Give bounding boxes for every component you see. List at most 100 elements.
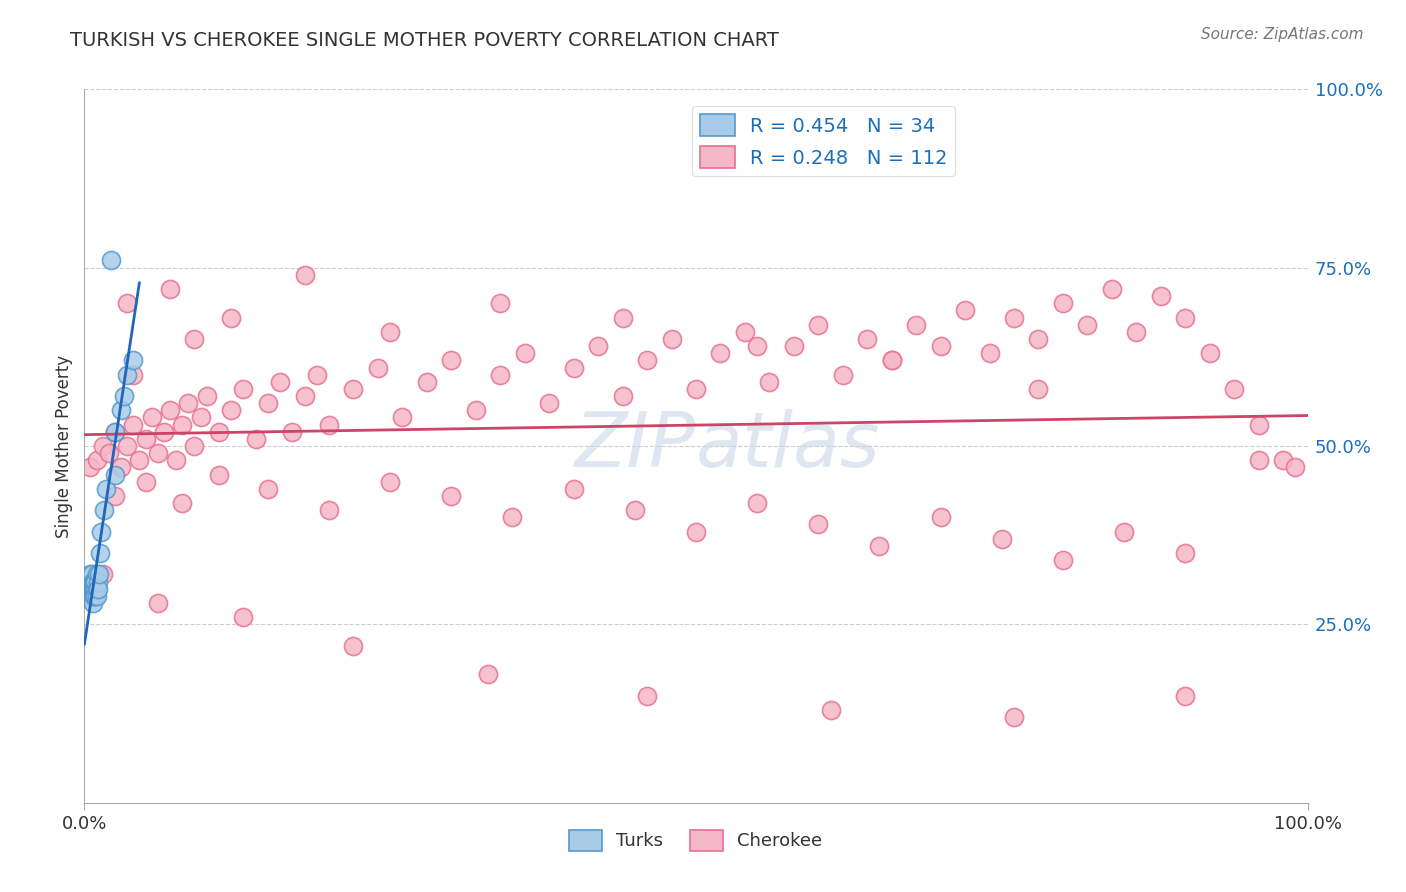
Point <box>232 382 254 396</box>
Point <box>82 589 104 603</box>
Point <box>232 610 254 624</box>
Point <box>112 389 135 403</box>
Point <box>294 389 316 403</box>
Point <box>1028 382 1050 396</box>
Point <box>880 353 903 368</box>
Point <box>87 574 110 589</box>
Point <box>758 375 780 389</box>
Point <box>783 339 806 353</box>
Point <box>1198 346 1220 360</box>
Point <box>831 368 853 382</box>
Text: ZIP: ZIP <box>575 409 696 483</box>
Point <box>586 339 609 353</box>
Point <box>82 582 104 596</box>
Point <box>159 282 181 296</box>
Point <box>257 482 280 496</box>
Point <box>141 410 163 425</box>
Point <box>685 382 707 396</box>
Point <box>90 524 112 539</box>
Text: Source: ZipAtlas.com: Source: ZipAtlas.com <box>1201 27 1364 42</box>
Point <box>624 503 647 517</box>
Point <box>1125 325 1147 339</box>
Point <box>367 360 389 375</box>
Point <box>856 332 879 346</box>
Point <box>502 510 524 524</box>
Point <box>929 339 952 353</box>
Point <box>82 596 104 610</box>
Y-axis label: Single Mother Poverty: Single Mother Poverty <box>55 354 73 538</box>
Point <box>104 467 127 482</box>
Point <box>612 310 634 325</box>
Point <box>1052 296 1074 310</box>
Point <box>709 346 731 360</box>
Point <box>208 467 231 482</box>
Point <box>820 703 842 717</box>
Point <box>93 503 115 517</box>
Point <box>122 417 145 432</box>
Point <box>1247 453 1270 467</box>
Point <box>562 360 585 375</box>
Point <box>318 417 340 432</box>
Point <box>416 375 439 389</box>
Point <box>80 582 103 596</box>
Point <box>104 425 127 439</box>
Point <box>80 567 103 582</box>
Point <box>807 318 830 332</box>
Point <box>122 353 145 368</box>
Point <box>342 639 364 653</box>
Point <box>83 582 105 596</box>
Point <box>880 353 903 368</box>
Point <box>104 425 127 439</box>
Point <box>342 382 364 396</box>
Point <box>929 510 952 524</box>
Point <box>115 368 138 382</box>
Point <box>305 368 328 382</box>
Point <box>84 582 107 596</box>
Point <box>79 582 101 596</box>
Point <box>1076 318 1098 332</box>
Point <box>1223 382 1246 396</box>
Point <box>489 296 512 310</box>
Point <box>391 410 413 425</box>
Point <box>1114 524 1136 539</box>
Point <box>86 589 108 603</box>
Point <box>79 589 101 603</box>
Point <box>953 303 976 318</box>
Point <box>1002 310 1025 325</box>
Point <box>1174 310 1197 325</box>
Point <box>104 489 127 503</box>
Point <box>208 425 231 439</box>
Point <box>219 310 242 325</box>
Point <box>79 574 101 589</box>
Point <box>380 325 402 339</box>
Point <box>734 325 756 339</box>
Point <box>89 546 111 560</box>
Point <box>100 253 122 268</box>
Point <box>87 567 110 582</box>
Point <box>380 475 402 489</box>
Point <box>110 403 132 417</box>
Point <box>281 425 304 439</box>
Point <box>905 318 928 332</box>
Point <box>979 346 1001 360</box>
Point <box>177 396 200 410</box>
Point <box>84 574 107 589</box>
Point <box>82 574 104 589</box>
Point <box>183 439 205 453</box>
Point <box>747 496 769 510</box>
Point <box>146 446 169 460</box>
Point <box>440 353 463 368</box>
Point <box>128 453 150 467</box>
Point <box>86 453 108 467</box>
Point <box>636 689 658 703</box>
Point <box>96 482 118 496</box>
Point <box>122 368 145 382</box>
Point <box>477 667 499 681</box>
Point <box>80 574 103 589</box>
Point <box>562 482 585 496</box>
Point <box>110 460 132 475</box>
Point <box>1174 689 1197 703</box>
Point <box>83 589 105 603</box>
Point <box>135 432 157 446</box>
Point <box>79 567 101 582</box>
